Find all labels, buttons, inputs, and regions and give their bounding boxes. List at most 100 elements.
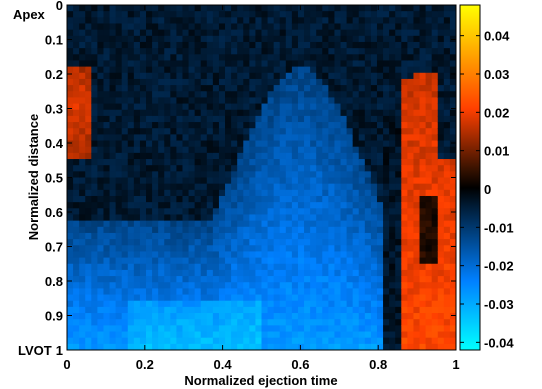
heatmap-cell xyxy=(334,183,342,191)
heatmap-cell xyxy=(304,337,311,345)
heatmap-cell xyxy=(383,276,390,283)
heatmap-cell xyxy=(273,257,281,265)
heatmap-cell xyxy=(73,134,80,142)
heatmap-cell xyxy=(316,337,323,345)
heatmap-cell xyxy=(176,41,184,49)
heatmap-cell xyxy=(182,29,190,37)
heatmap-cell xyxy=(346,140,354,148)
heatmap-cell xyxy=(419,97,427,105)
heatmap-cell xyxy=(218,208,226,216)
heatmap-cell xyxy=(249,294,257,302)
heatmap-cell xyxy=(425,134,433,142)
heatmap-cell xyxy=(109,60,117,68)
heatmap-cell xyxy=(97,85,105,92)
heatmap-cell xyxy=(133,276,141,283)
heatmap-cell xyxy=(91,239,98,246)
heatmap-cell xyxy=(176,72,184,80)
heatmap-cell xyxy=(425,5,433,12)
heatmap-cell xyxy=(310,35,317,43)
heatmap-cell xyxy=(279,202,287,209)
heatmap-cell xyxy=(67,5,74,12)
heatmap-cell xyxy=(255,220,263,228)
heatmap-cell xyxy=(158,103,165,111)
heatmap-cell xyxy=(91,159,98,166)
heatmap-cell xyxy=(182,115,190,123)
heatmap-cell xyxy=(67,72,74,80)
heatmap-cell xyxy=(67,152,74,160)
heatmap-cell xyxy=(316,245,323,253)
heatmap-cell xyxy=(200,300,208,308)
heatmap-cell xyxy=(115,208,123,216)
heatmap-cell xyxy=(127,85,135,92)
heatmap-cell xyxy=(194,109,202,117)
heatmap-cell xyxy=(449,313,456,320)
heatmap-cell xyxy=(291,91,299,99)
heatmap-cell xyxy=(194,159,202,166)
heatmap-cell xyxy=(243,140,250,148)
heatmap-cell xyxy=(334,214,342,222)
heatmap-cell xyxy=(237,159,244,166)
heatmap-cell xyxy=(407,171,415,179)
heatmap-cell xyxy=(85,85,92,92)
heatmap-cell xyxy=(425,294,433,302)
heatmap-cell xyxy=(383,128,390,135)
heatmap-cell xyxy=(206,159,214,166)
heatmap-cell xyxy=(139,214,147,222)
heatmap-cell xyxy=(79,337,86,345)
heatmap-cell xyxy=(67,195,74,203)
heatmap-cell xyxy=(152,276,159,283)
heatmap-cell xyxy=(401,146,408,154)
heatmap-cell xyxy=(316,331,323,339)
heatmap-cell xyxy=(194,54,202,62)
heatmap-cell xyxy=(225,11,232,18)
heatmap-cell xyxy=(364,115,372,123)
heatmap-cell xyxy=(413,54,421,62)
heatmap-cell xyxy=(73,146,80,154)
heatmap-cell xyxy=(328,214,336,222)
heatmap-cell xyxy=(243,319,250,326)
heatmap-cell xyxy=(407,54,415,62)
heatmap-cell xyxy=(73,140,80,148)
heatmap-cell xyxy=(73,269,80,277)
heatmap-cell xyxy=(419,72,427,80)
heatmap-cell xyxy=(401,140,408,148)
heatmap-cell xyxy=(273,66,281,74)
heatmap-cell xyxy=(152,208,159,216)
y-tick-label: 0.6 xyxy=(45,205,63,220)
heatmap-cell xyxy=(139,5,147,12)
heatmap-cell xyxy=(170,300,178,308)
heatmap-cell xyxy=(127,195,135,203)
heatmap-cell xyxy=(389,78,396,86)
heatmap-cell xyxy=(152,294,159,302)
heatmap-cell xyxy=(346,245,354,253)
heatmap-cell xyxy=(279,325,287,333)
heatmap-cell xyxy=(291,146,299,154)
heatmap-cell xyxy=(243,134,250,142)
heatmap-cell xyxy=(334,97,342,105)
heatmap-cell xyxy=(389,251,396,259)
heatmap-cell xyxy=(322,11,329,18)
heatmap-cell xyxy=(279,343,287,350)
x-tick-label: 0.8 xyxy=(369,357,387,372)
heatmap-cell xyxy=(139,337,147,345)
heatmap-cell xyxy=(297,60,305,68)
heatmap-cell xyxy=(73,337,80,345)
heatmap-cell xyxy=(419,325,427,333)
heatmap-cell xyxy=(395,122,402,129)
heatmap-cell xyxy=(133,5,141,12)
heatmap-cell xyxy=(370,300,378,308)
heatmap-cell xyxy=(304,60,311,68)
heatmap-cell xyxy=(158,325,165,333)
heatmap-cell xyxy=(419,263,427,271)
heatmap-cell xyxy=(279,276,287,283)
heatmap-cell xyxy=(91,232,98,240)
heatmap-cell xyxy=(273,146,281,154)
heatmap-cell xyxy=(170,195,178,203)
heatmap-cell xyxy=(322,103,329,111)
heatmap-cell xyxy=(449,165,456,172)
heatmap-cell xyxy=(255,226,263,234)
heatmap-cell xyxy=(370,140,378,148)
heatmap-cell xyxy=(127,245,135,253)
heatmap-cell xyxy=(103,152,111,160)
heatmap-cell xyxy=(146,11,153,18)
